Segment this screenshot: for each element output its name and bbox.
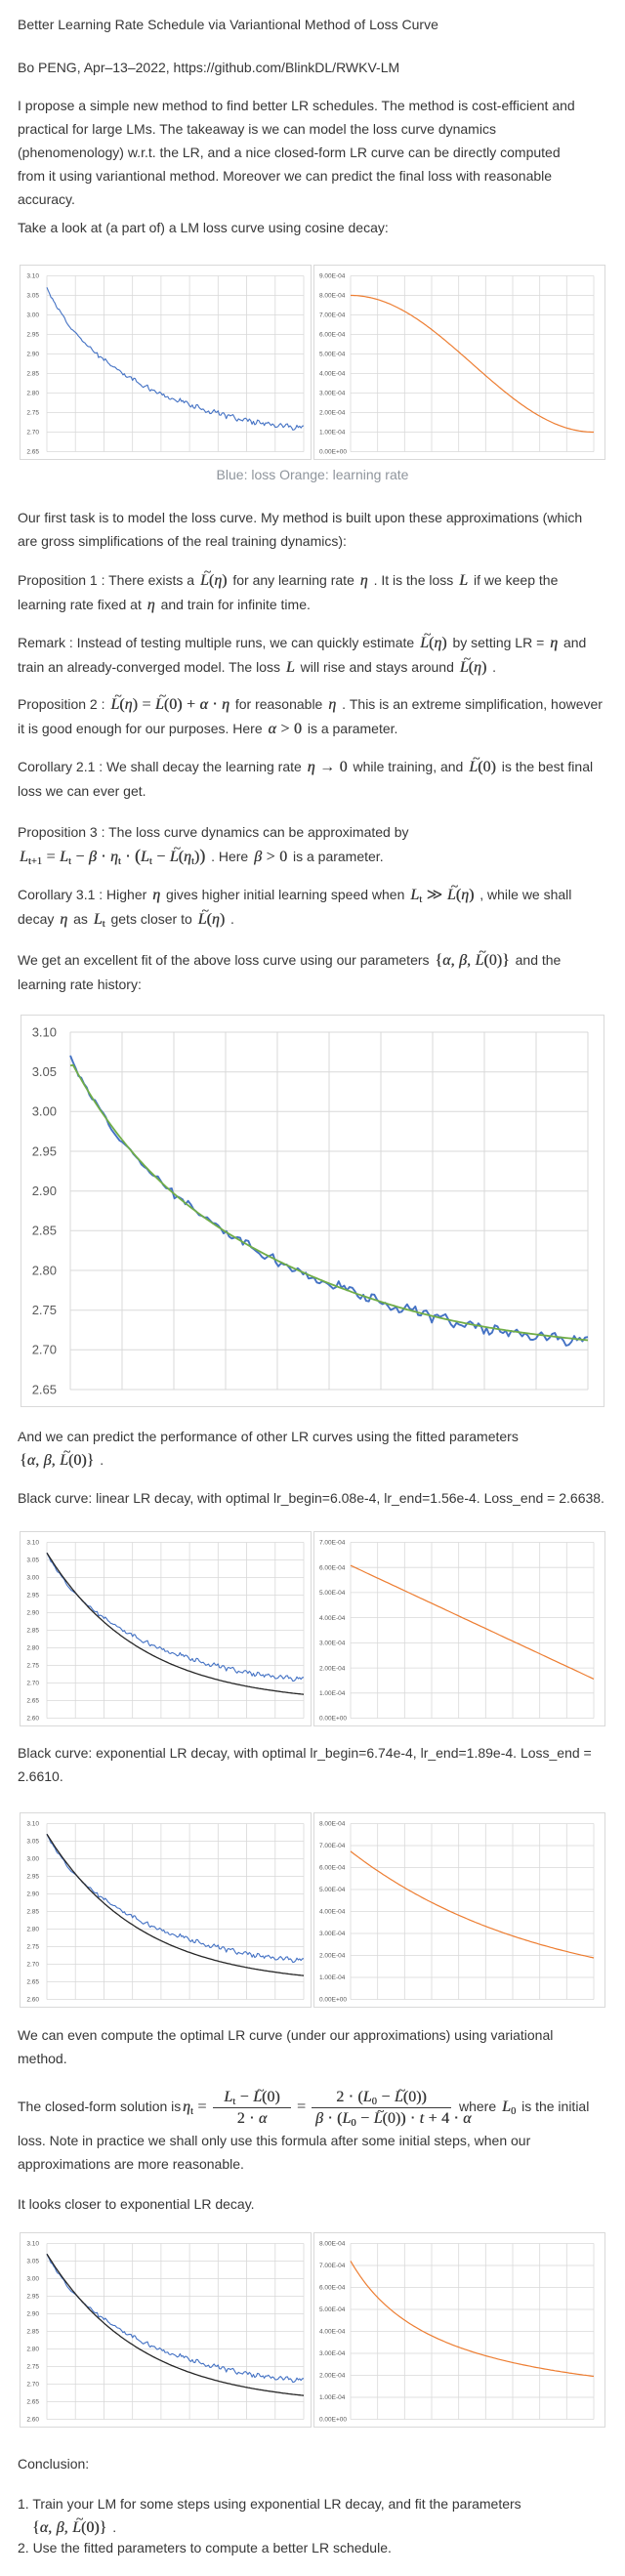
svg-text:0.00E+00: 0.00E+00 [319, 1996, 347, 2003]
svg-text:2.00E-04: 2.00E-04 [319, 1665, 346, 1672]
svg-text:2.90: 2.90 [26, 1609, 39, 1616]
svg-text:2.70: 2.70 [26, 2381, 39, 2388]
svg-text:2.65: 2.65 [26, 448, 39, 455]
svg-text:3.00: 3.00 [26, 1574, 39, 1581]
svg-text:2.70: 2.70 [26, 1961, 39, 1968]
svg-text:2.75: 2.75 [32, 1303, 57, 1317]
svg-text:2.60: 2.60 [26, 1996, 39, 2003]
svg-text:2.75: 2.75 [26, 1943, 39, 1950]
svg-text:2.65: 2.65 [32, 1382, 57, 1396]
svg-text:2.80: 2.80 [26, 1644, 39, 1651]
svg-text:0.00E+00: 0.00E+00 [319, 448, 347, 455]
svg-text:3.00E-04: 3.00E-04 [319, 1931, 346, 1937]
svg-text:3.10: 3.10 [26, 2240, 39, 2247]
svg-text:2.80: 2.80 [32, 1263, 57, 1277]
svg-text:2.95: 2.95 [26, 2293, 39, 2300]
svg-text:2.85: 2.85 [26, 370, 39, 377]
svg-text:8.00E-04: 8.00E-04 [319, 1820, 346, 1827]
svg-text:6.00E-04: 6.00E-04 [319, 1564, 346, 1571]
svg-text:2.90: 2.90 [26, 2310, 39, 2317]
svg-text:8.00E-04: 8.00E-04 [319, 2240, 346, 2247]
svg-text:2.95: 2.95 [26, 1873, 39, 1880]
svg-text:2.70: 2.70 [26, 429, 39, 436]
svg-text:2.95: 2.95 [26, 331, 39, 338]
svg-text:2.95: 2.95 [32, 1143, 57, 1158]
svg-text:2.85: 2.85 [26, 2328, 39, 2335]
svg-text:5.00E-04: 5.00E-04 [319, 2306, 346, 2313]
svg-text:6.00E-04: 6.00E-04 [319, 331, 346, 338]
svg-text:2.85: 2.85 [32, 1224, 57, 1238]
svg-text:2.00E-04: 2.00E-04 [319, 2372, 346, 2379]
svg-text:2.80: 2.80 [26, 2346, 39, 2352]
svg-text:3.05: 3.05 [26, 1838, 39, 1845]
svg-text:3.10: 3.10 [26, 1820, 39, 1827]
svg-text:2.80: 2.80 [26, 1926, 39, 1932]
svg-text:6.00E-04: 6.00E-04 [319, 1864, 346, 1871]
svg-text:3.05: 3.05 [26, 1557, 39, 1563]
svg-text:3.05: 3.05 [32, 1064, 57, 1079]
svg-text:2.00E-04: 2.00E-04 [319, 1952, 346, 1959]
svg-text:7.00E-04: 7.00E-04 [319, 312, 346, 318]
svg-text:3.05: 3.05 [26, 2258, 39, 2264]
svg-text:2.65: 2.65 [26, 1978, 39, 1985]
svg-text:0.00E+00: 0.00E+00 [319, 2416, 347, 2423]
svg-text:2.85: 2.85 [26, 1908, 39, 1915]
svg-text:2.90: 2.90 [26, 1890, 39, 1897]
svg-text:3.00E-04: 3.00E-04 [319, 1640, 346, 1646]
svg-text:7.00E-04: 7.00E-04 [319, 1539, 346, 1546]
svg-text:2.90: 2.90 [26, 351, 39, 357]
svg-text:9.00E-04: 9.00E-04 [319, 272, 346, 279]
svg-text:2.65: 2.65 [26, 1697, 39, 1704]
svg-text:1.00E-04: 1.00E-04 [319, 2394, 346, 2401]
svg-text:4.00E-04: 4.00E-04 [319, 370, 346, 377]
svg-text:2.00E-04: 2.00E-04 [319, 409, 346, 416]
svg-text:0.00E+00: 0.00E+00 [319, 1715, 347, 1722]
svg-text:2.70: 2.70 [32, 1343, 57, 1357]
svg-text:1.00E-04: 1.00E-04 [319, 1974, 346, 1981]
svg-text:2.95: 2.95 [26, 1592, 39, 1599]
svg-text:5.00E-04: 5.00E-04 [319, 1590, 346, 1597]
svg-text:2.60: 2.60 [26, 1715, 39, 1722]
svg-text:4.00E-04: 4.00E-04 [319, 1908, 346, 1915]
svg-text:3.05: 3.05 [26, 292, 39, 299]
svg-text:7.00E-04: 7.00E-04 [319, 1843, 346, 1849]
svg-text:8.00E-04: 8.00E-04 [319, 292, 346, 299]
svg-text:2.85: 2.85 [26, 1627, 39, 1634]
svg-text:6.00E-04: 6.00E-04 [319, 2284, 346, 2291]
svg-text:2.65: 2.65 [26, 2398, 39, 2405]
svg-text:2.75: 2.75 [26, 409, 39, 416]
svg-text:4.00E-04: 4.00E-04 [319, 2328, 346, 2335]
svg-text:3.00E-04: 3.00E-04 [319, 2350, 346, 2357]
svg-text:5.00E-04: 5.00E-04 [319, 1887, 346, 1893]
svg-text:1.00E-04: 1.00E-04 [319, 1690, 346, 1697]
svg-text:2.80: 2.80 [26, 390, 39, 396]
svg-text:3.10: 3.10 [26, 1539, 39, 1546]
svg-text:2.75: 2.75 [26, 1662, 39, 1669]
svg-text:7.00E-04: 7.00E-04 [319, 2263, 346, 2269]
svg-text:1.00E-04: 1.00E-04 [319, 429, 346, 436]
svg-text:3.00: 3.00 [26, 1855, 39, 1862]
svg-text:2.75: 2.75 [26, 2363, 39, 2370]
svg-text:3.00: 3.00 [32, 1104, 57, 1119]
svg-text:3.10: 3.10 [32, 1024, 57, 1039]
svg-text:3.00E-04: 3.00E-04 [319, 390, 346, 396]
svg-text:3.00: 3.00 [26, 2275, 39, 2282]
svg-text:2.70: 2.70 [26, 1680, 39, 1686]
svg-text:5.00E-04: 5.00E-04 [319, 351, 346, 357]
svg-text:2.60: 2.60 [26, 2416, 39, 2423]
svg-text:2.90: 2.90 [32, 1184, 57, 1198]
svg-text:3.00: 3.00 [26, 312, 39, 318]
svg-text:4.00E-04: 4.00E-04 [319, 1614, 346, 1621]
svg-text:3.10: 3.10 [26, 272, 39, 279]
